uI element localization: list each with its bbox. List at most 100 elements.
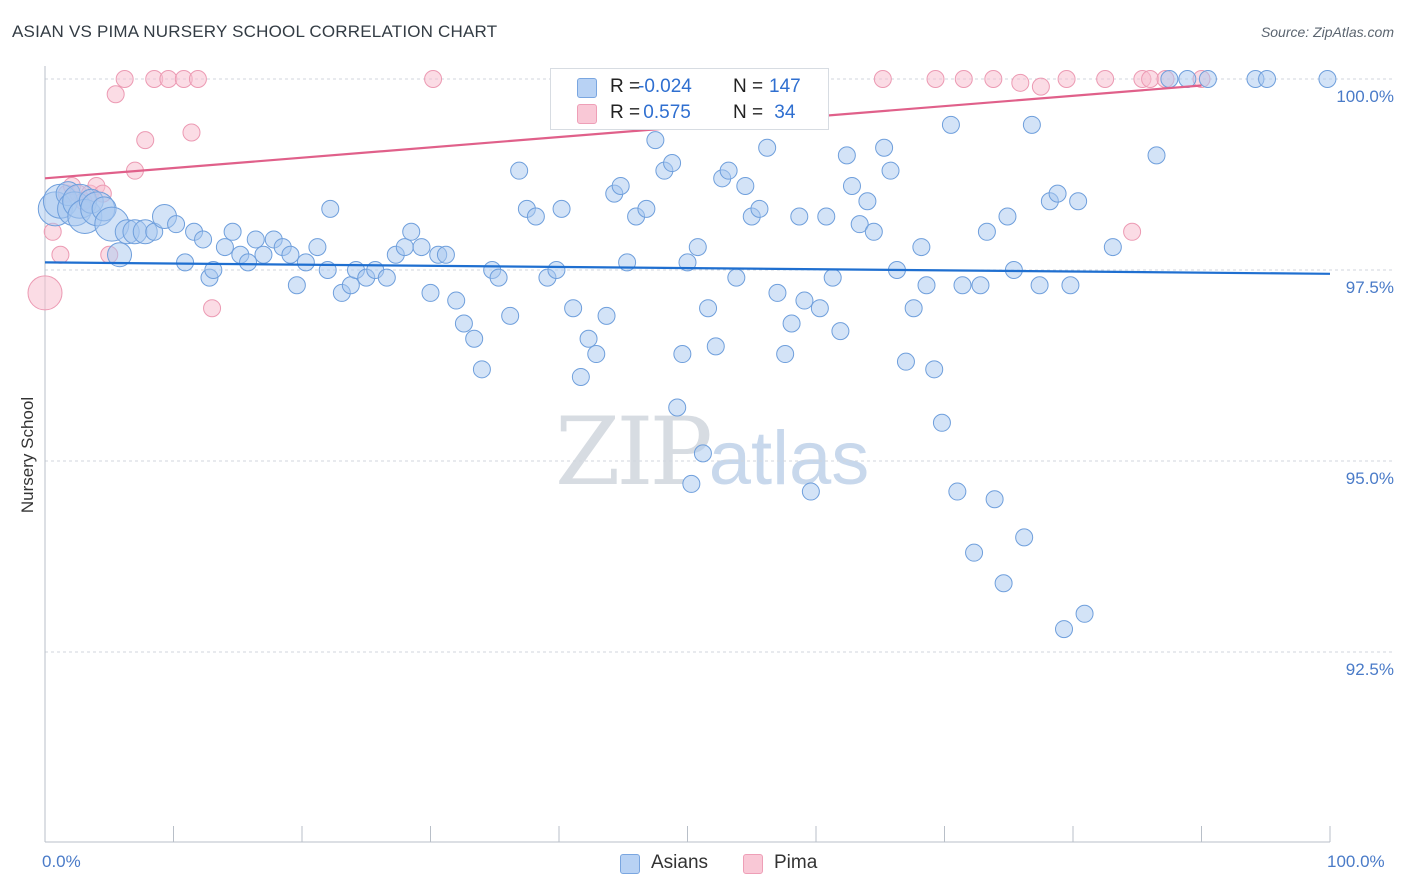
asians-point <box>611 176 630 195</box>
asians-point <box>597 306 616 325</box>
asians-point <box>1048 184 1067 203</box>
pima-point <box>188 70 207 88</box>
asians-point <box>917 276 936 295</box>
asians-point <box>688 238 707 257</box>
asians-point <box>842 176 861 195</box>
asians-point <box>395 238 414 257</box>
asians-point <box>858 192 877 211</box>
asians-point <box>795 291 814 310</box>
asians-point <box>810 299 829 318</box>
pima-point <box>159 70 178 88</box>
pima-legend-icon <box>743 854 763 874</box>
asians-point <box>727 268 746 287</box>
pima-point <box>926 70 945 88</box>
asians-point <box>673 345 692 364</box>
asians-point <box>801 482 820 501</box>
asians-point <box>1147 146 1166 165</box>
asians-swatch-icon <box>577 78 597 98</box>
asians-point <box>668 398 687 417</box>
asians-point <box>281 245 300 264</box>
y-tick-label: 97.5% <box>1345 278 1394 297</box>
y-tick-label: 92.5% <box>1345 660 1394 679</box>
asians-point <box>176 253 195 272</box>
asians-point <box>1069 192 1088 211</box>
watermark-atlas: atlas <box>708 416 870 501</box>
legend-r-label: R = <box>610 76 641 97</box>
asians-point <box>736 176 755 195</box>
pima-point <box>51 245 70 264</box>
asians-point <box>912 238 931 257</box>
asians-point <box>465 329 484 348</box>
asians-point <box>1022 115 1041 134</box>
pima-swatch-icon <box>577 104 597 124</box>
asians-point <box>571 367 590 386</box>
asians-point <box>699 299 718 318</box>
asians-point <box>1178 70 1197 88</box>
asians-point <box>782 314 801 333</box>
asians-point <box>472 360 491 379</box>
asians-point <box>985 490 1004 509</box>
pima-point <box>136 131 155 150</box>
asians-point <box>823 268 842 287</box>
asians-point <box>167 215 186 234</box>
asians-point <box>663 154 682 173</box>
asians-point <box>287 276 306 295</box>
pima-point <box>1141 70 1160 88</box>
asians-point <box>454 314 473 333</box>
asians-point <box>706 337 725 356</box>
asians-point <box>932 413 951 432</box>
asians-point <box>904 299 923 318</box>
asians-point <box>587 345 606 364</box>
y-tick-label: 95.0% <box>1345 469 1394 488</box>
asians-point <box>1030 276 1049 295</box>
asians-point <box>948 482 967 501</box>
asians-point <box>1160 70 1179 88</box>
pima-point <box>27 275 63 311</box>
asians-point <box>965 543 984 562</box>
pima-point <box>106 85 125 104</box>
asians-point <box>526 207 545 226</box>
y-tick-label: 100.0% <box>1336 87 1394 106</box>
pima-point <box>1123 222 1142 241</box>
asians-point <box>994 574 1013 593</box>
x-tick-label-min: 0.0% <box>42 852 81 871</box>
asians-point <box>215 238 234 257</box>
asians-point <box>1015 528 1034 547</box>
asians-point <box>971 276 990 295</box>
asians-point <box>547 261 566 279</box>
asians-point <box>436 245 455 264</box>
asians-point <box>447 291 466 310</box>
pima-point <box>1057 70 1076 88</box>
asians-point <box>790 207 809 226</box>
asians-point <box>223 222 242 241</box>
asians-point <box>875 138 894 157</box>
legend-n-value: 147 <box>769 76 801 97</box>
pima-point <box>954 70 973 88</box>
asians-point <box>412 238 431 257</box>
asians-point <box>817 207 836 226</box>
asians-trend-line <box>44 261 1331 275</box>
asians-point <box>579 329 598 348</box>
asians-legend-label: Asians <box>651 852 709 873</box>
pima-point <box>203 299 222 318</box>
asians-point <box>107 242 133 268</box>
asians-point <box>501 306 520 325</box>
asians-point <box>204 261 223 279</box>
asians-point <box>719 161 738 180</box>
pima-point <box>1031 77 1050 96</box>
asians-point <box>678 253 697 272</box>
pima-point <box>873 70 892 88</box>
legend-n-value: 34 <box>769 102 796 123</box>
asians-point <box>1055 620 1074 639</box>
asians-point <box>925 360 944 379</box>
legend-r-value: -0.024 <box>638 76 692 97</box>
asians-point <box>758 138 777 157</box>
asians-point <box>750 199 769 218</box>
pima-point <box>115 70 134 88</box>
asians-point <box>941 115 960 134</box>
chart-title: ASIAN VS PIMA NURSERY SCHOOL CORRELATION… <box>12 22 498 41</box>
asians-point <box>489 268 508 287</box>
asians-point <box>377 268 396 287</box>
asians-point <box>953 276 972 295</box>
asians-point <box>831 322 850 341</box>
